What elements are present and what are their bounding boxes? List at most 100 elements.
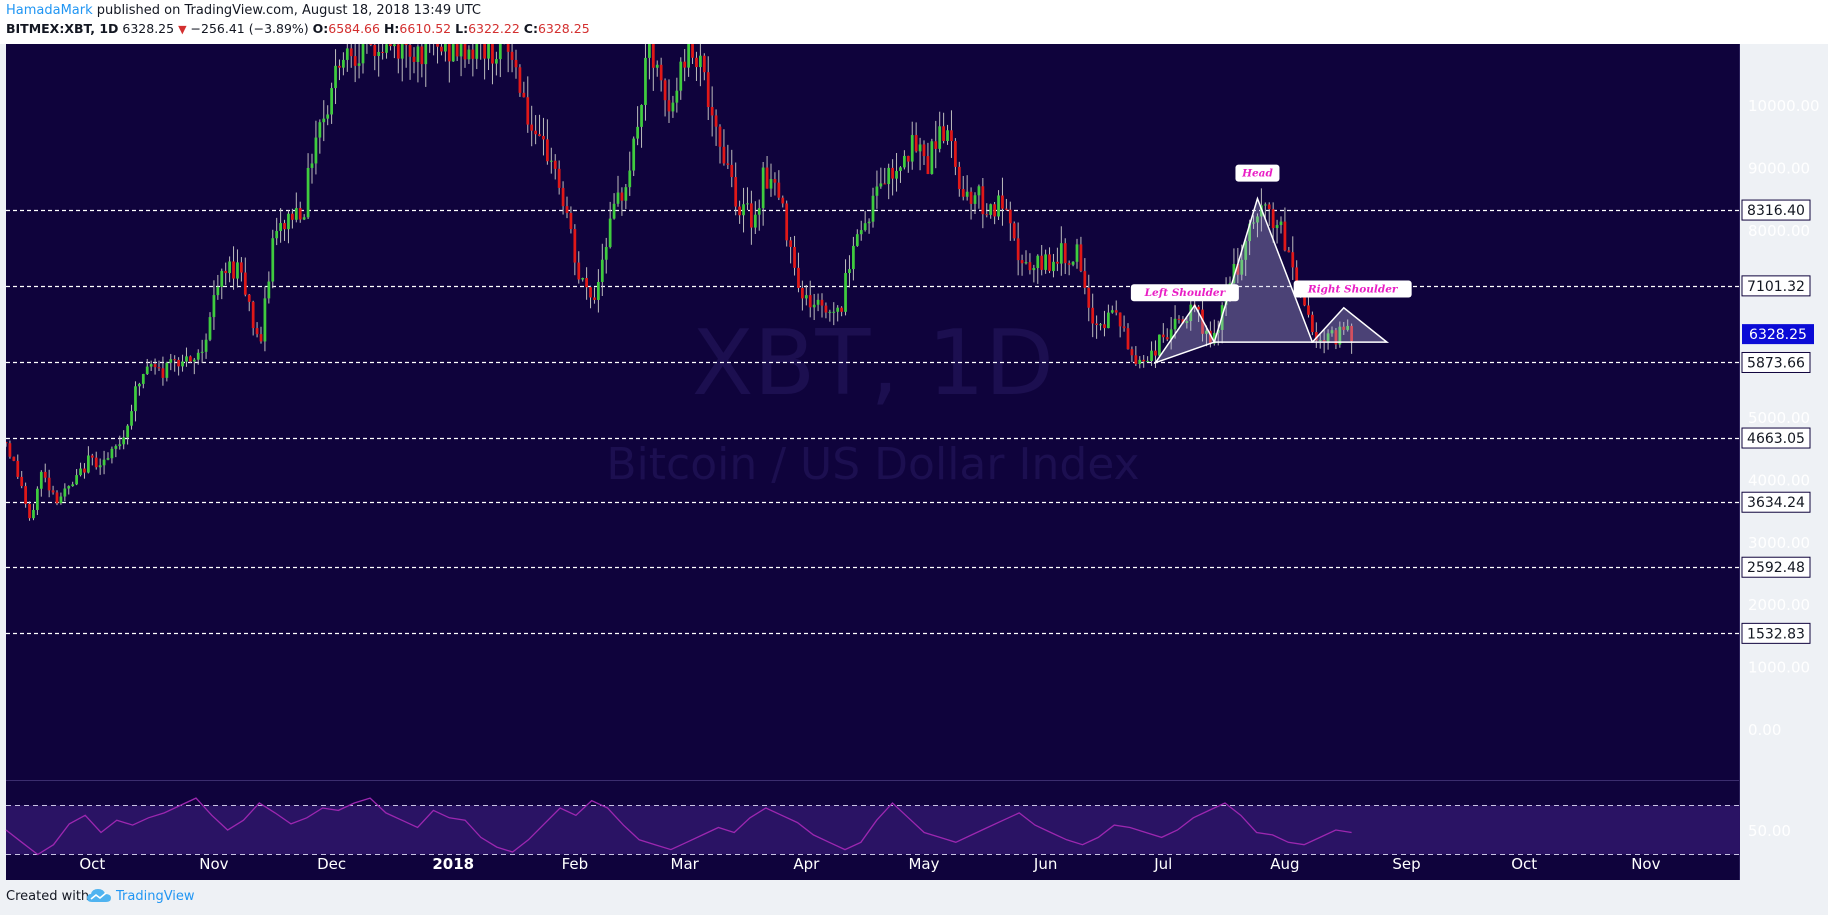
candle-body	[1126, 328, 1130, 350]
pattern-label-left-shoulder[interactable]: Left Shoulder	[1130, 284, 1239, 302]
candle-body	[357, 63, 361, 66]
candle-body	[459, 44, 463, 57]
candle-body	[1342, 326, 1346, 330]
candle-body	[561, 187, 565, 207]
candle-body	[1059, 243, 1063, 264]
price-chart[interactable]: XBT, 1D Bitcoin / US Dollar Index Left S…	[0, 44, 1828, 880]
candle-body	[36, 488, 39, 510]
candle-body	[1138, 359, 1142, 365]
price-tick-label: 1000.00	[1748, 659, 1810, 677]
candle-body	[644, 57, 647, 105]
candle-body	[506, 44, 510, 52]
last-price: 6328.25	[122, 21, 175, 36]
low-value: 6322.22	[468, 21, 520, 36]
price-axis[interactable]: 10000.00 9000.00 8000.00 5000.00 4000.00 3000…	[1741, 97, 1820, 840]
candle-body	[1248, 223, 1251, 242]
pattern-label-right-shoulder[interactable]: Right Shoulder	[1293, 280, 1412, 298]
time-tick-label: Nov	[1631, 855, 1660, 873]
svg-text:4663.05: 4663.05	[1747, 431, 1805, 447]
candle-body	[1067, 263, 1071, 265]
candle-body	[6, 441, 8, 444]
candle-body	[318, 122, 322, 138]
head-shoulders-pattern: Left Shoulder Head Right Shoulder	[1130, 164, 1412, 365]
candle-body	[589, 287, 592, 298]
candle-body	[753, 214, 757, 228]
candle-body	[361, 44, 365, 64]
candle-body	[961, 189, 965, 197]
candle-body	[895, 170, 898, 179]
candle-body	[416, 46, 420, 62]
candle-body	[1283, 221, 1287, 251]
candle-body	[530, 124, 534, 131]
candle-body	[1279, 221, 1283, 226]
candle-body	[1169, 329, 1173, 340]
pattern-label-text: Right Shoulder	[1307, 283, 1399, 295]
candle-body	[20, 476, 24, 487]
candle-body	[216, 286, 220, 296]
candle-body	[106, 458, 110, 460]
candle-body	[1189, 304, 1193, 322]
chart-header: HamadaMark published on TradingView.com,…	[0, 0, 1828, 44]
candle-body	[1209, 330, 1212, 344]
candle-body	[840, 307, 843, 312]
time-tick-label: Feb	[562, 855, 589, 873]
candle-body	[294, 208, 298, 220]
candle-body	[879, 183, 883, 187]
candle-body	[702, 55, 706, 73]
candle-body	[424, 44, 428, 65]
candle-body	[699, 55, 702, 68]
candle-body	[1114, 310, 1118, 313]
candle-body	[989, 204, 993, 215]
candle-body	[565, 206, 569, 213]
candle-body	[71, 484, 75, 487]
candle-body	[640, 104, 643, 127]
pattern-triangle[interactable]	[1213, 196, 1314, 343]
candle-body	[714, 115, 718, 127]
candle-body	[145, 366, 149, 375]
watermark: XBT, 1D Bitcoin / US Dollar Index	[606, 311, 1139, 490]
candle-body	[373, 44, 377, 56]
candle-body	[393, 44, 396, 47]
candle-body	[542, 135, 545, 140]
candle-body	[510, 51, 514, 60]
candle-body	[1307, 305, 1310, 315]
price-tick-label: 8000.00	[1748, 222, 1810, 240]
candle-body	[444, 44, 447, 52]
candle-body	[1016, 238, 1020, 261]
price-tick-label: 3000.00	[1748, 534, 1810, 552]
candle-body	[785, 203, 789, 241]
candle-body	[624, 187, 628, 201]
candle-body	[181, 361, 184, 367]
pattern-label-head[interactable]: Head	[1235, 164, 1280, 182]
candle-body	[1303, 292, 1306, 306]
candle-body	[94, 457, 98, 468]
candle-body	[483, 44, 486, 59]
indicator-tick-label: 50.00	[1748, 822, 1791, 840]
candle-body	[769, 179, 773, 189]
candle-body	[440, 46, 443, 52]
candle-body	[110, 448, 114, 459]
candle-body	[954, 141, 957, 167]
candle-body	[993, 204, 996, 217]
tradingview-link[interactable]: TradingView	[116, 889, 195, 904]
candle-body	[1244, 241, 1248, 260]
candle-body	[1110, 310, 1114, 313]
candle-body	[1334, 330, 1338, 345]
candle-body	[773, 179, 777, 183]
candle-body	[950, 130, 953, 142]
pattern-triangle[interactable]	[1153, 303, 1216, 365]
candle-body	[683, 61, 687, 68]
candle-body	[247, 294, 251, 302]
author-link[interactable]: HamadaMark	[6, 3, 93, 18]
indicator-line	[5, 797, 1352, 856]
candle-body	[538, 134, 541, 136]
candle-body	[55, 492, 59, 504]
pattern-triangle[interactable]	[1310, 306, 1390, 343]
candle-body	[1350, 325, 1353, 342]
candle-body	[420, 46, 424, 65]
tradingview-cloud-icon	[87, 889, 111, 902]
time-axis[interactable]: Oct Nov Dec 2018 Feb Mar Apr May Jun Jul Aug Sep Oct…	[79, 855, 1660, 873]
candle-body	[1107, 312, 1110, 329]
candle-body	[824, 305, 828, 313]
candle-body	[828, 311, 832, 313]
